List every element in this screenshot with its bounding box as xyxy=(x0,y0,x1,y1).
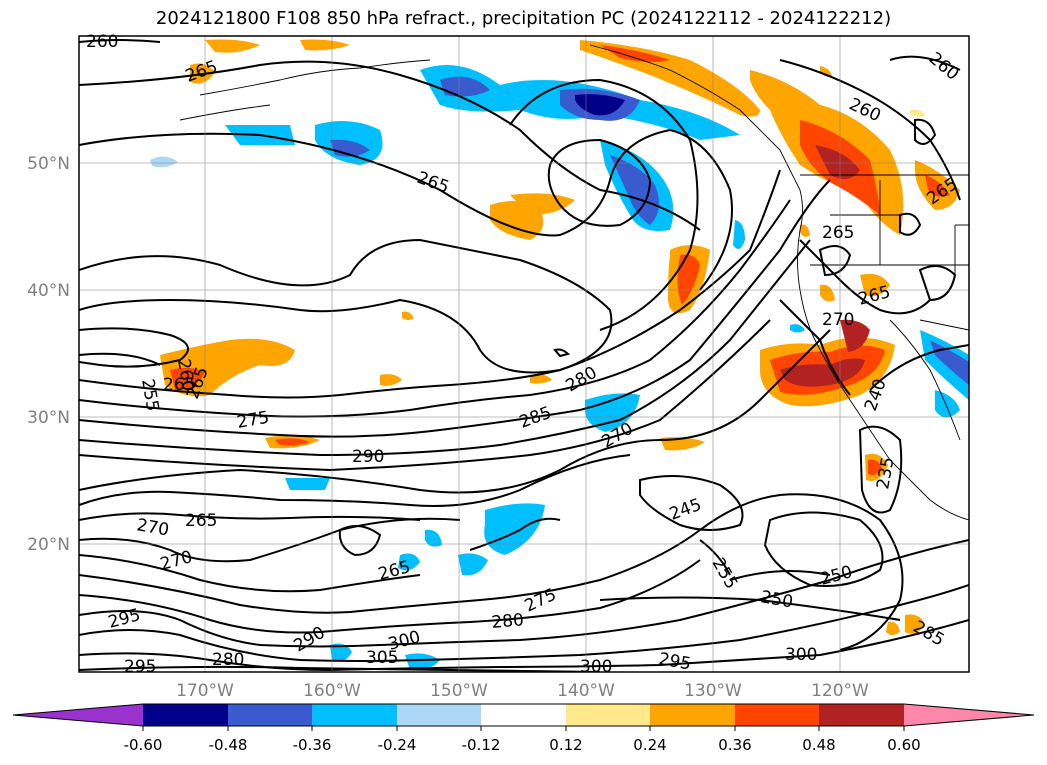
contour-label: 265 xyxy=(185,511,217,531)
colorbar-tick-label: 0.24 xyxy=(633,736,666,754)
contour-label: 245 xyxy=(667,495,704,525)
contour-label: 300 xyxy=(580,657,612,677)
contour-label: 265 xyxy=(163,375,195,395)
colorbar-segment xyxy=(481,704,566,726)
longitude-labels: 170°W 160°W 150°W 140°W 130°W 120°W xyxy=(176,681,869,701)
colorbar-tick-label: -0.36 xyxy=(293,736,332,754)
colorbar-segment xyxy=(819,704,904,726)
colorbar: -0.60 -0.48 -0.36 -0.24 -0.12 0.12 0.24 … xyxy=(12,703,1035,754)
contour-label: 290 xyxy=(352,447,384,467)
contour-label: 295 xyxy=(657,649,692,674)
contour-label: 270 xyxy=(158,547,195,575)
contour-label: 280 xyxy=(491,610,525,633)
lon-label: 170°W xyxy=(176,681,234,701)
colorbar-segment xyxy=(735,704,819,726)
colorbar-segment xyxy=(566,704,650,726)
colorbar-segment xyxy=(650,704,735,726)
contour-label: 285 xyxy=(517,403,554,433)
contour-label: 295 xyxy=(106,605,143,633)
contour-label: 265 xyxy=(414,168,451,198)
colorbar-extend-max xyxy=(904,704,1034,726)
contour-label: 265 xyxy=(856,282,893,310)
lon-label: 130°W xyxy=(684,681,742,701)
contour-label: 250 xyxy=(818,562,855,590)
lat-label: 50°N xyxy=(27,154,70,174)
contour-label: 265 xyxy=(822,223,854,243)
lon-label: 160°W xyxy=(303,681,361,701)
lat-label: 40°N xyxy=(27,281,70,301)
colorbar-tick-label: -0.60 xyxy=(124,736,163,754)
colorbar-tick-label: 0.60 xyxy=(887,736,920,754)
refractivity-contours xyxy=(79,39,969,672)
lon-label: 120°W xyxy=(811,681,869,701)
contour-label: 295 xyxy=(124,657,156,677)
map-title: 2024121800 F108 850 hPa refract., precip… xyxy=(155,8,892,29)
contour-label: 280 xyxy=(212,650,244,670)
contour-label: 265 xyxy=(376,557,413,585)
contour-label: 270 xyxy=(822,310,854,330)
colorbar-tick-label: 0.36 xyxy=(718,736,751,754)
map-frame xyxy=(78,35,970,673)
contour-label: 300 xyxy=(785,645,817,665)
latitude-labels: 50°N 40°N 30°N 20°N xyxy=(27,154,70,555)
lon-label: 140°W xyxy=(557,681,615,701)
colorbar-tick-label: -0.24 xyxy=(378,736,417,754)
colorbar-ticks xyxy=(142,726,905,731)
colorbar-extend-min xyxy=(13,704,143,726)
colorbar-segment xyxy=(397,704,481,726)
contour-label: 235 xyxy=(873,455,898,490)
colorbar-tick-label: 0.12 xyxy=(549,736,582,754)
contour-label: 305 xyxy=(366,648,398,668)
colorbar-segment xyxy=(143,704,228,726)
contour-label: 260 xyxy=(925,49,963,85)
colorbar-tick-label: -0.48 xyxy=(209,736,248,754)
contour-label: 250 xyxy=(759,587,794,612)
contour-label: 260 xyxy=(86,32,118,52)
colorbar-segment xyxy=(312,704,397,726)
contour-label: 275 xyxy=(235,408,270,433)
contour-label: 290 xyxy=(291,623,329,657)
contour-label: 270 xyxy=(135,515,170,540)
colorbar-tick-label: -0.12 xyxy=(462,736,501,754)
graticule xyxy=(79,36,969,672)
lat-label: 20°N xyxy=(27,535,70,555)
contour-label: 265 xyxy=(183,57,220,87)
colorbar-segment xyxy=(228,704,312,726)
lon-label: 150°W xyxy=(430,681,488,701)
lat-label: 30°N xyxy=(27,408,70,428)
colorbar-tick-label: 0.48 xyxy=(802,736,835,754)
